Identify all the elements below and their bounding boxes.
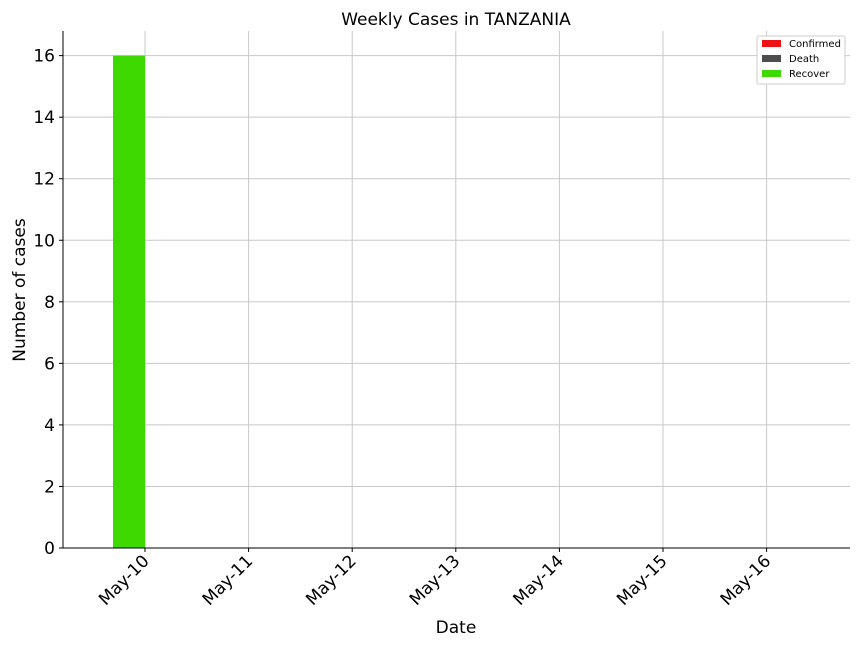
bar-recover-may-10 (113, 55, 145, 548)
legend-label-confirmed: Confirmed (789, 39, 841, 50)
bars (113, 55, 145, 548)
y-axis-label: Number of cases (10, 218, 30, 362)
grid-lines (63, 31, 850, 549)
legend-label-death: Death (789, 54, 819, 65)
x-axis-label: Date (436, 618, 477, 638)
legend-swatch-death (762, 55, 781, 62)
y-tick-label: 12 (33, 170, 55, 190)
x-tick-labels: May-10 May-11 May-12 May-13 May-14 May-15 May-… (95, 551, 775, 609)
chart-title: Weekly Cases in TANZANIA (341, 10, 571, 30)
legend-swatch-recover (762, 70, 781, 77)
y-tick-label: 2 (44, 477, 55, 497)
y-tick-label: 4 (44, 416, 55, 436)
x-tick-label: May-12 (302, 551, 360, 609)
x-tick-label: May-13 (406, 551, 464, 609)
legend-label-recover: Recover (789, 69, 830, 80)
y-tick-label: 6 (44, 354, 55, 374)
y-tick-label: 14 (33, 108, 55, 128)
legend: Confirmed Death Recover (756, 35, 846, 85)
x-tick-label: May-10 (95, 551, 153, 609)
y-tick-labels: 0 2 4 6 8 10 12 14 16 (33, 47, 55, 559)
x-tick-label: May-16 (717, 551, 775, 609)
legend-swatch-confirmed (762, 40, 781, 47)
y-tick-label: 0 (44, 539, 55, 559)
x-tick-label: May-11 (199, 551, 257, 609)
y-tick-label: 10 (33, 231, 55, 251)
y-tick-label: 8 (44, 293, 55, 313)
x-tick-label: May-14 (510, 551, 568, 609)
axes (59, 31, 850, 552)
y-tick-label: 16 (33, 47, 55, 67)
x-tick-label: May-15 (613, 551, 671, 609)
